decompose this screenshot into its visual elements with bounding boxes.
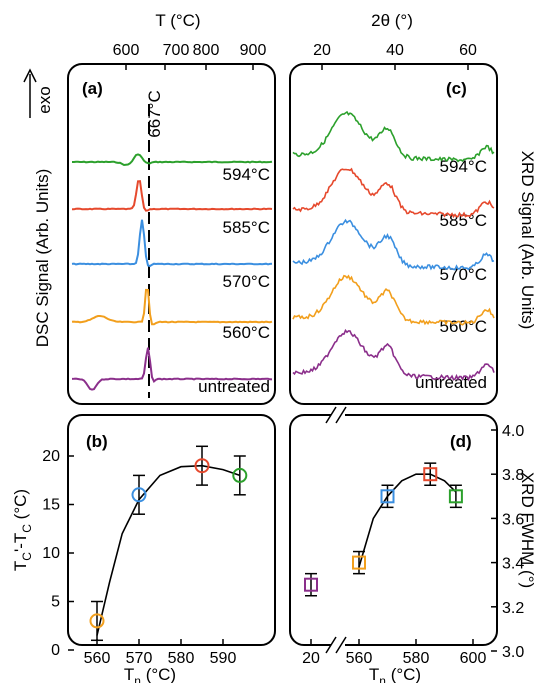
panel-c-letter: (c) (446, 79, 467, 98)
panel-b-xtick-label: 580 (168, 650, 195, 667)
panel-a-top-tick-900: 900 (240, 42, 267, 59)
peak-marker-label: 667°C (145, 90, 164, 137)
panel-b-ytick-label: 20 (42, 448, 60, 465)
panel-d-xtick-label: 20 (302, 650, 320, 667)
panel-c-top-axis-title: 2θ (°) (371, 11, 413, 30)
xrd-label-560: 560°C (440, 317, 487, 336)
panel-b-x-axis-title: Tn (°C) (124, 665, 176, 683)
panel-d-xtick-label: 580 (403, 650, 430, 667)
xrd-curve-untreated (292, 328, 495, 382)
panel-b-xtick-label: 570 (126, 650, 153, 667)
panel-b-fit-curve (96, 464, 241, 636)
xrd-curve-570°C (292, 218, 495, 271)
axis-break-mark (335, 636, 347, 654)
panel-a-letter: (a) (82, 79, 103, 98)
panel-b-letter: (b) (86, 432, 108, 451)
panel-d-ytick-label: 4.0 (502, 423, 524, 440)
panel-a-top-tick-700: 700 (163, 42, 190, 59)
panel-d-frame (289, 414, 498, 646)
dsc-curve-untreated (71, 347, 273, 391)
panel-b-xtick-label: 590 (210, 650, 237, 667)
panel-c-top-tick-40: 40 (386, 42, 404, 59)
panel-d-point (352, 555, 366, 570)
panel-d-ytick-label: 3.4 (502, 556, 524, 573)
panel-d-xtick-label: 600 (460, 650, 487, 667)
panel-b-xtick-label: 560 (84, 650, 111, 667)
panel-a-frame (67, 63, 276, 405)
panel-c-top-tick-60: 60 (459, 42, 477, 59)
dsc-curve-560°C (71, 288, 273, 326)
panel-d-y-axis-title: XRD FWHM (°) (518, 472, 537, 588)
xrd-label-594: 594°C (440, 157, 487, 176)
panel-b-point (232, 467, 248, 483)
panel-b-ytick-label: 10 (42, 545, 60, 562)
xrd-curve-585°C (292, 167, 495, 219)
panel-a-top-tick-600: 600 (113, 42, 140, 59)
dsc-curves (71, 153, 273, 391)
dsc-label-585: 585°C (223, 218, 270, 237)
panel-d-ytick-label: 3.0 (502, 644, 524, 661)
panel-b-ytick-label: 0 (51, 642, 60, 659)
panel-b-y-axis-title: TC'-TC (°C) (11, 489, 34, 571)
panel-d-point (448, 489, 463, 504)
panel-c-frame (289, 63, 498, 405)
panel-d-point (423, 467, 438, 482)
panel-d-plot: 3.0 3.2 3.4 3.6 3.8 4.0 20 560 580 600 (302, 406, 524, 667)
axis-break-mark (325, 406, 337, 424)
dsc-curve-570°C (71, 219, 273, 268)
xrd-label-585: 585°C (440, 211, 487, 230)
xrd-label-570: 570°C (440, 265, 487, 284)
dsc-label-untreated: untreated (198, 377, 270, 396)
axis-break-mark (335, 406, 347, 424)
dsc-label-594: 594°C (223, 165, 270, 184)
panel-d-letter: (d) (450, 432, 472, 451)
xrd-curve-594°C (292, 110, 495, 163)
panel-d-x-axis-title: Tn (°C) (369, 665, 421, 683)
panel-d-fit-curve (358, 473, 457, 568)
panel-b-ytick-label: 15 (42, 497, 60, 514)
exo-arrow-head (23, 68, 37, 83)
panel-b-point (194, 458, 210, 474)
panel-a-top-tick-800: 800 (193, 42, 220, 59)
panel-b-plot: 0 5 10 15 20 560 570 580 590 (42, 445, 248, 667)
dsc-label-560: 560°C (223, 323, 270, 342)
panel-d-point (380, 489, 395, 504)
panel-c-y-axis-title: XRD Signal (Arb. Units) (518, 151, 537, 330)
panel-b-point (131, 487, 147, 503)
dsc-label-570: 570°C (223, 272, 270, 291)
xrd-curves (292, 110, 495, 382)
exo-label: exo (35, 86, 54, 113)
panel-b-frame (67, 414, 276, 646)
panel-d-point (304, 577, 318, 592)
axis-break-top-gap (331, 407, 345, 423)
axis-break-bottom-gap (331, 637, 345, 653)
panel-b-point (89, 613, 105, 629)
panel-d-ytick-label: 3.6 (502, 511, 524, 528)
xrd-curve-560°C (292, 274, 495, 326)
dsc-curve-594°C (72, 153, 273, 167)
panel-a-top-axis-title: T (°C) (155, 11, 200, 30)
panel-b-ytick-label: 5 (51, 594, 60, 611)
axis-break-mark (325, 636, 337, 654)
panel-d-xtick-label: 560 (346, 650, 373, 667)
panel-c-top-tick-20: 20 (313, 42, 331, 59)
panel-d-ytick-label: 3.2 (502, 600, 524, 617)
panel-a-y-axis-title: DSC Signal (Arb. Units) (33, 169, 52, 348)
dsc-curve-585°C (71, 180, 273, 212)
panel-d-ytick-label: 3.8 (502, 467, 524, 484)
